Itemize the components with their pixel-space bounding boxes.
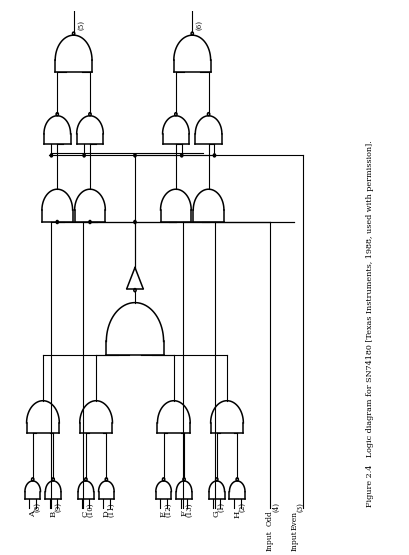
Text: Input: Input xyxy=(266,530,274,551)
Text: Even: Even xyxy=(290,511,299,529)
Text: (9): (9) xyxy=(54,502,62,512)
Circle shape xyxy=(89,220,91,224)
Circle shape xyxy=(180,154,183,157)
Text: B: B xyxy=(49,511,57,517)
Text: (3): (3) xyxy=(297,502,305,512)
Text: C: C xyxy=(82,511,90,517)
Text: (11): (11) xyxy=(107,502,115,517)
Text: (6): (6) xyxy=(196,21,204,31)
Text: H: H xyxy=(233,511,241,518)
Text: F: F xyxy=(180,511,188,517)
Circle shape xyxy=(134,220,136,224)
Text: Odd: Odd xyxy=(266,511,274,527)
Text: (1): (1) xyxy=(218,502,226,512)
Text: Input: Input xyxy=(290,530,299,551)
Text: (12): (12) xyxy=(164,502,173,517)
Text: D: D xyxy=(102,511,110,517)
Text: (4): (4) xyxy=(272,502,280,512)
Text: Figure 2.4   Logic diagram for SN74180 [Texas Instruments, 1988, used with permi: Figure 2.4 Logic diagram for SN74180 [Te… xyxy=(366,140,374,507)
Text: E: E xyxy=(160,511,168,517)
Text: A: A xyxy=(29,511,37,517)
Text: (10): (10) xyxy=(87,502,95,517)
Circle shape xyxy=(213,154,216,157)
Text: G: G xyxy=(213,511,221,517)
Circle shape xyxy=(50,154,52,157)
Text: (5): (5) xyxy=(77,21,85,31)
Circle shape xyxy=(134,154,136,157)
Text: (13): (13) xyxy=(185,502,193,517)
Text: (2): (2) xyxy=(238,502,246,512)
Circle shape xyxy=(56,220,58,224)
Circle shape xyxy=(83,154,85,157)
Text: (8): (8) xyxy=(34,502,42,512)
